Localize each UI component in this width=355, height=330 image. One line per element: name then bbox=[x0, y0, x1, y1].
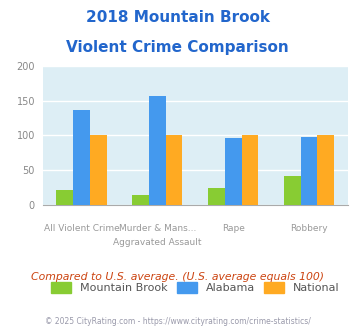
Bar bbox=[56, 190, 73, 205]
Text: Violent Crime Comparison: Violent Crime Comparison bbox=[66, 40, 289, 54]
Bar bbox=[149, 96, 166, 205]
Bar bbox=[166, 135, 182, 205]
Bar bbox=[284, 176, 301, 205]
Bar bbox=[241, 135, 258, 205]
Text: Aggravated Assault: Aggravated Assault bbox=[113, 238, 202, 247]
Bar bbox=[301, 137, 317, 205]
Text: Robbery: Robbery bbox=[290, 224, 328, 233]
Text: © 2025 CityRating.com - https://www.cityrating.com/crime-statistics/: © 2025 CityRating.com - https://www.city… bbox=[45, 317, 310, 326]
Bar bbox=[73, 110, 90, 205]
Text: 2018 Mountain Brook: 2018 Mountain Brook bbox=[86, 10, 269, 25]
Legend: Mountain Brook, Alabama, National: Mountain Brook, Alabama, National bbox=[51, 282, 339, 293]
Text: Compared to U.S. average. (U.S. average equals 100): Compared to U.S. average. (U.S. average … bbox=[31, 272, 324, 282]
Bar bbox=[90, 135, 106, 205]
Text: Murder & Mans...: Murder & Mans... bbox=[119, 224, 196, 233]
Bar bbox=[317, 135, 334, 205]
Text: All Violent Crime: All Violent Crime bbox=[44, 224, 119, 233]
Bar bbox=[208, 188, 225, 205]
Bar bbox=[225, 138, 241, 205]
Text: Rape: Rape bbox=[222, 224, 245, 233]
Bar bbox=[132, 195, 149, 205]
